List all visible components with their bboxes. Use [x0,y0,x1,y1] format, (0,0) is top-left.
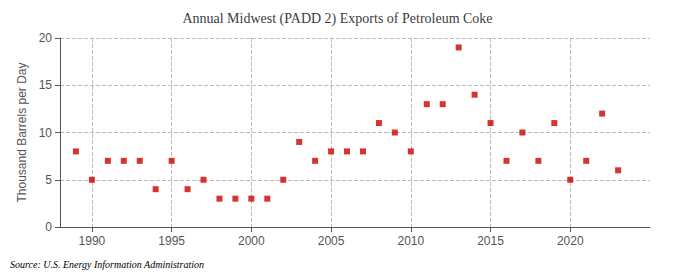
svg-text:1995: 1995 [158,234,185,248]
svg-text:Source: U.S. Energy Informatio: Source: U.S. Energy Information Administ… [10,259,204,270]
svg-text:20: 20 [39,31,53,45]
svg-text:1990: 1990 [79,234,106,248]
svg-text:Thousand Barrels per Day: Thousand Barrels per Day [15,62,29,202]
svg-text:2015: 2015 [477,234,504,248]
svg-text:5: 5 [45,173,52,187]
svg-text:2000: 2000 [238,234,265,248]
svg-text:2005: 2005 [318,234,345,248]
svg-text:10: 10 [39,126,53,140]
svg-text:0: 0 [45,220,52,234]
svg-text:2020: 2020 [557,234,584,248]
svg-text:15: 15 [39,78,53,92]
svg-text:2010: 2010 [397,234,424,248]
svg-text:Annual Midwest (PADD 2) Export: Annual Midwest (PADD 2) Exports of Petro… [182,11,492,27]
